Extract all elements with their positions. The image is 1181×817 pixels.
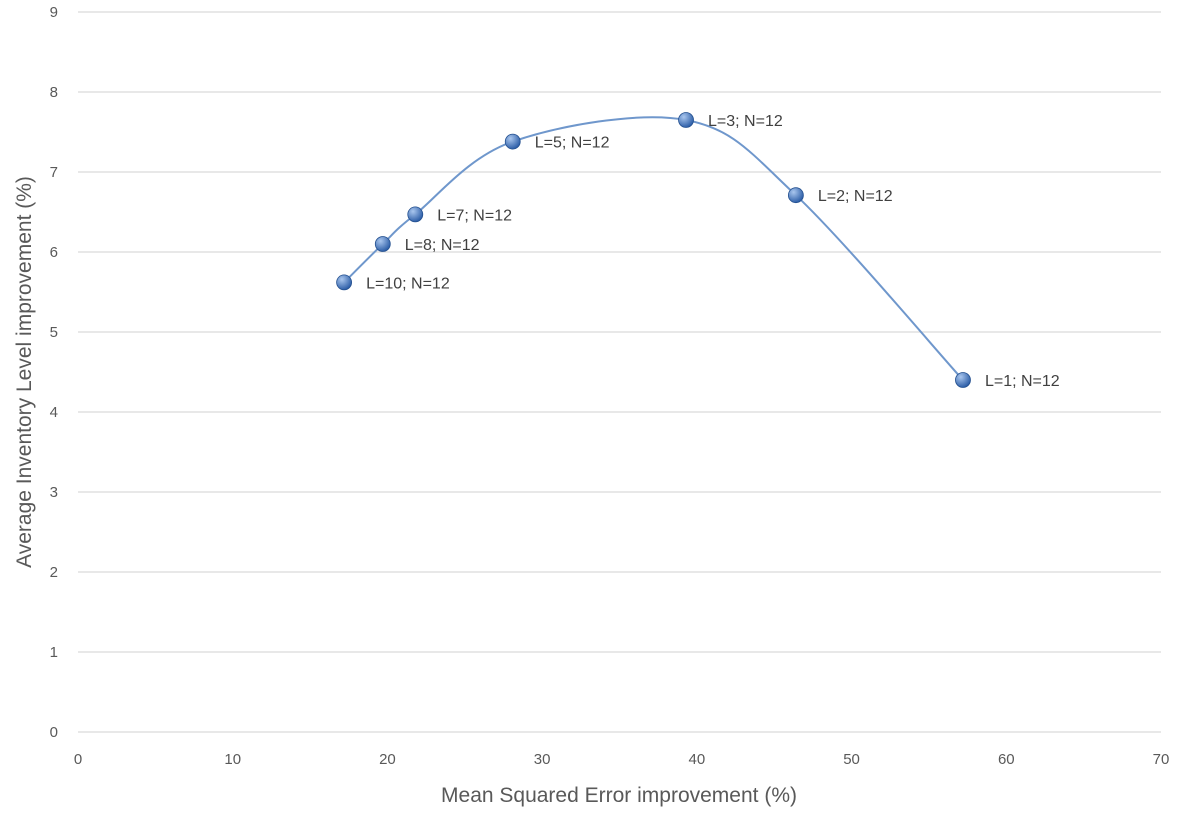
gridlines [78,11,1161,733]
data-label: L=8; N=12 [405,237,480,254]
data-point [504,133,521,150]
y-tick-label: 5 [50,324,58,341]
data-label: L=2; N=12 [818,188,893,205]
y-tick-label: 4 [50,404,58,421]
data-point [678,112,694,128]
x-tick-label: 70 [1153,751,1170,768]
y-tick-label: 1 [50,644,58,661]
y-tick-label: 7 [50,164,58,181]
x-tick-labels: 0 10 20 30 40 50 60 70 [74,751,1170,768]
data-point [374,236,391,252]
x-axis-title: Mean Squared Error improvement (%) [441,784,797,807]
y-tick-label: 8 [50,84,58,101]
data-point [407,206,424,223]
data-point [336,274,353,291]
data-label: L=3; N=12 [708,113,783,130]
data-labels: L=10; N=12 L=8; N=12 L=7; N=12 L=5; N=12 L=3… [366,113,1060,390]
x-tick-label: 40 [689,751,706,768]
x-tick-label: 50 [843,751,860,768]
y-tick-label: 3 [50,484,58,501]
series-line [343,116,964,381]
y-tick-label: 6 [50,244,58,261]
data-label: L=5; N=12 [535,135,610,152]
data-points [336,112,971,388]
x-tick-label: 0 [74,751,82,768]
y-tick-label: 9 [50,4,58,21]
data-label: L=7; N=12 [437,207,512,224]
x-tick-label: 30 [534,751,551,768]
y-axis-title: Average Inventory Level improvement (%) [13,176,36,568]
x-tick-label: 10 [224,751,241,768]
y-tick-label: 0 [50,724,58,741]
x-tick-label: 20 [379,751,396,768]
data-label: L=1; N=12 [985,373,1060,390]
data-point [787,187,804,204]
series-line-path [343,116,964,381]
x-tick-label: 60 [998,751,1015,768]
y-tick-label: 2 [50,564,58,581]
y-tick-labels: 0 1 2 3 4 5 6 7 8 9 [50,4,58,741]
data-label: L=10; N=12 [366,275,450,292]
data-point [955,372,971,388]
